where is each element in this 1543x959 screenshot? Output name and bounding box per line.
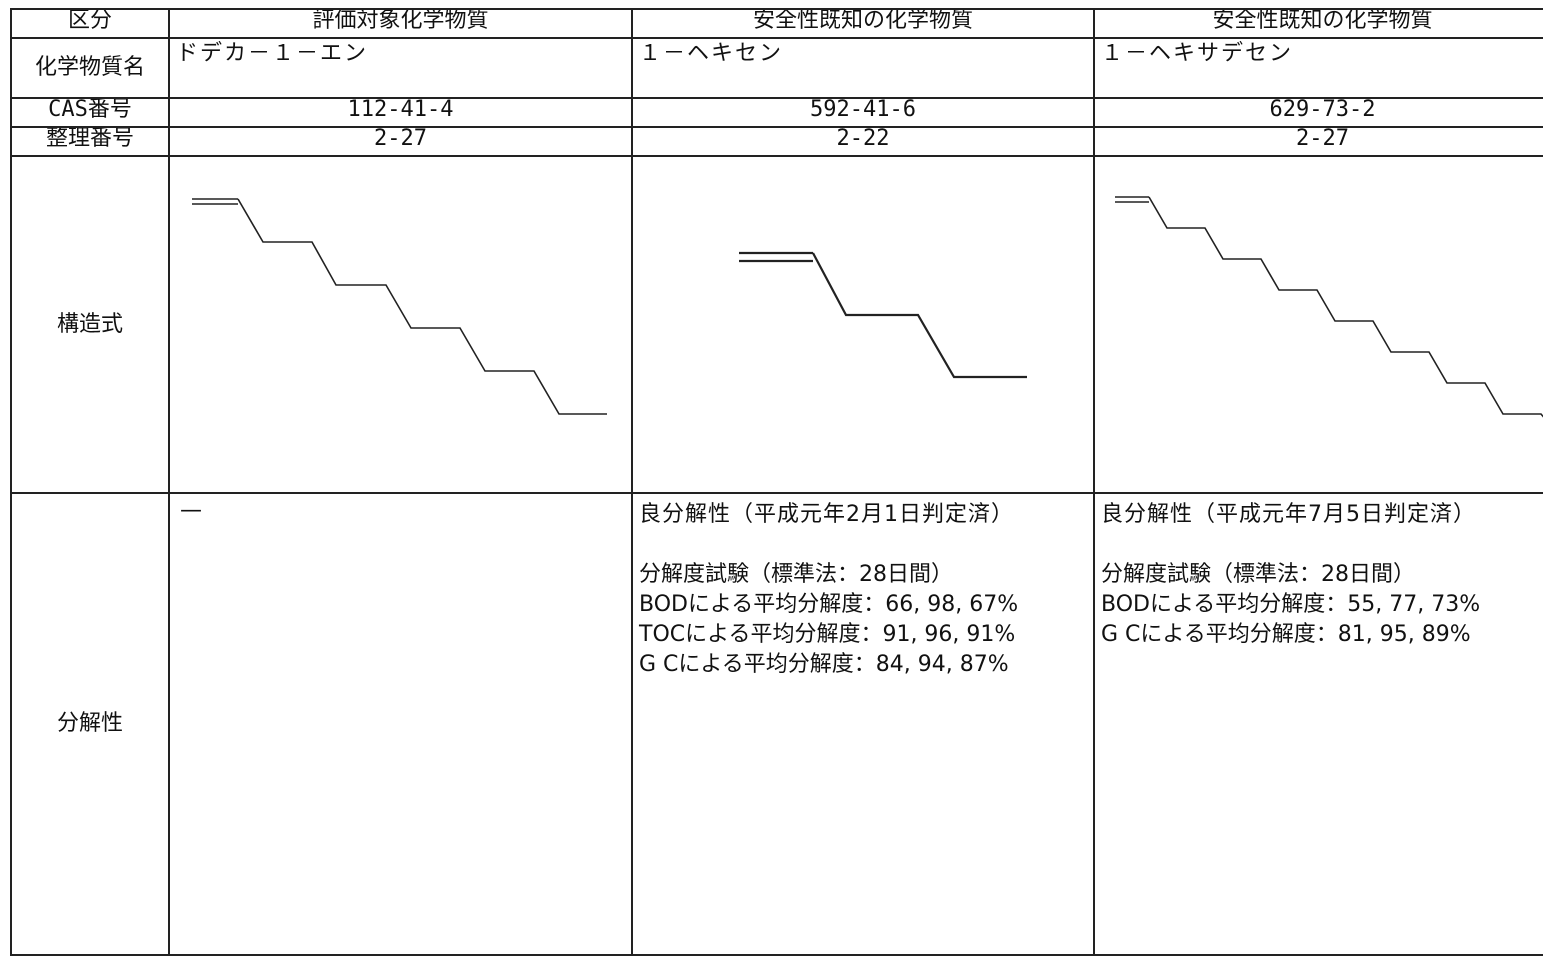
known-substance-header-1: 安全性既知の化学物質 [631, 8, 1095, 39]
substance-comparison-table: 区分 評価対象化学物質 安全性既知の化学物質 安全性既知の化学物質 化学物質名 … [10, 8, 1543, 956]
category-header: 区分 [10, 8, 170, 39]
degradability-row-label: 分解性 [10, 492, 170, 956]
degradability-verdict: — [180, 498, 202, 523]
test-method-line: 分解度試験（標準法：28日間） [1101, 562, 1415, 587]
reference-number-row: 整理番号 2-27 2-22 2-27 [10, 126, 1543, 157]
substance-name-cell: １－ヘキサデセン [1093, 37, 1543, 99]
substance-name: １－ヘキセン [639, 41, 784, 66]
cas-number: 592-41-6 [631, 97, 1095, 128]
degradability-cell: — [168, 492, 633, 956]
degradability-verdict: 良分解性（平成元年7月5日判定済） [1101, 502, 1476, 527]
substance-name: １－ヘキサデセン [1101, 41, 1294, 66]
structure-cell [631, 155, 1095, 494]
hexadecene-skeletal-formula-icon [1115, 196, 1543, 418]
hexene-skeletal-formula-icon [739, 251, 1027, 379]
degradability-cell: 良分解性（平成元年7月5日判定済） 分解度試験（標準法：28日間） BODによる… [1093, 492, 1543, 956]
reference-number: 2-22 [631, 126, 1095, 157]
name-row: 化学物質名 ドデカ－１－エン １－ヘキセン １－ヘキサデセン [10, 37, 1543, 99]
degradability-cell: 良分解性（平成元年2月1日判定済） 分解度試験（標準法：28日間） BODによる… [631, 492, 1095, 956]
cas-row: CAS番号 112-41-4 592-41-6 629-73-2 [10, 97, 1543, 128]
degradability-row: 分解性 — 良分解性（平成元年2月1日判定済） 分解度試験（標準法：28日間） … [10, 492, 1543, 956]
degradability-verdict: 良分解性（平成元年2月1日判定済） [639, 502, 1014, 527]
substance-name-cell: ドデカ－１－エン [168, 37, 633, 99]
cas-number: 112-41-4 [168, 97, 633, 128]
gc-degradation-line: G Cによる平均分解度：81, 95, 89% [1101, 622, 1471, 647]
test-method-line: 分解度試験（標準法：28日間） [639, 562, 953, 587]
toc-degradation-line: TOCによる平均分解度：91, 96, 91% [639, 622, 1016, 647]
reference-number-label: 整理番号 [10, 126, 170, 157]
target-substance-header: 評価対象化学物質 [168, 8, 633, 39]
structure-cell [1093, 155, 1543, 494]
reference-number: 2-27 [1093, 126, 1543, 157]
cas-number: 629-73-2 [1093, 97, 1543, 128]
name-row-label: 化学物質名 [10, 37, 170, 99]
structure-row: 構造式 [10, 155, 1543, 494]
bod-degradation-line: BODによる平均分解度：55, 77, 73% [1101, 592, 1481, 617]
substance-name-cell: １－ヘキセン [631, 37, 1095, 99]
structure-row-label: 構造式 [10, 155, 170, 494]
bod-degradation-line: BODによる平均分解度：66, 98, 67% [639, 592, 1019, 617]
gc-degradation-line: G Cによる平均分解度：84, 94, 87% [639, 652, 1009, 677]
header-row: 区分 評価対象化学物質 安全性既知の化学物質 安全性既知の化学物質 [10, 8, 1543, 39]
known-substance-header-2: 安全性既知の化学物質 [1093, 8, 1543, 39]
substance-name: ドデカ－１－エン [176, 41, 369, 66]
structure-cell [168, 155, 633, 494]
reference-number: 2-27 [168, 126, 633, 157]
dodecene-skeletal-formula-icon [192, 198, 607, 415]
cas-row-label: CAS番号 [10, 97, 170, 128]
